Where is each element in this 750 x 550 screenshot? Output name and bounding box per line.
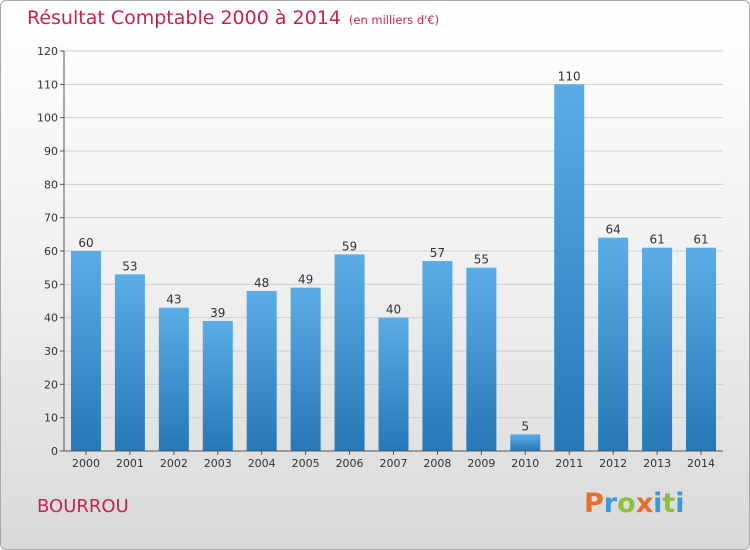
logo-letter: r bbox=[603, 488, 618, 519]
logo-letter: o bbox=[617, 488, 636, 519]
chart-unit: (en milliers d'€) bbox=[348, 13, 440, 27]
x-tick-label: 2011 bbox=[555, 457, 583, 470]
data-label: 49 bbox=[298, 273, 313, 287]
logo-letter: x bbox=[635, 488, 654, 519]
y-tick-label: 40 bbox=[44, 312, 58, 325]
axes: 0 10 20 30 40 50 60 70 80 90 100 110 120 bbox=[37, 45, 723, 458]
proxiti-logo: Proxiti bbox=[584, 488, 685, 519]
x-tick-label: 2014 bbox=[687, 457, 715, 470]
y-tick-label: 100 bbox=[37, 112, 58, 125]
bar bbox=[554, 84, 585, 451]
x-tick-label: 2005 bbox=[292, 457, 320, 470]
y-tick-label: 110 bbox=[37, 78, 58, 91]
data-label: 5 bbox=[521, 419, 529, 433]
data-label: 48 bbox=[254, 276, 269, 290]
x-tick-label: 2012 bbox=[599, 457, 627, 470]
data-label: 43 bbox=[166, 293, 181, 307]
labels: 60 2000 53 2001 43 2002 39 2003 48 2004 49 2005 59 20… bbox=[72, 69, 715, 470]
data-label: 57 bbox=[430, 246, 445, 260]
data-label: 60 bbox=[78, 236, 93, 250]
data-label: 110 bbox=[558, 69, 581, 83]
x-tick-label: 2008 bbox=[423, 457, 451, 470]
bar bbox=[202, 321, 233, 451]
chart-title-text: Résultat Comptable 2000 à 2014 bbox=[27, 7, 341, 29]
bar bbox=[466, 267, 497, 451]
data-label: 59 bbox=[342, 239, 357, 253]
data-label: 40 bbox=[386, 303, 401, 317]
commune-name: BOURROU bbox=[37, 496, 129, 517]
x-tick-label: 2002 bbox=[160, 457, 188, 470]
logo-letter: t bbox=[662, 488, 676, 519]
bar bbox=[642, 247, 673, 451]
bar bbox=[686, 247, 717, 451]
x-tick-label: 2009 bbox=[467, 457, 495, 470]
x-tick-label: 2006 bbox=[336, 457, 364, 470]
bar bbox=[290, 287, 321, 451]
data-label: 64 bbox=[606, 223, 621, 237]
data-label: 61 bbox=[649, 233, 664, 247]
bar bbox=[378, 317, 409, 451]
y-tick-label: 70 bbox=[44, 212, 58, 225]
y-tick-label: 10 bbox=[44, 412, 58, 425]
bar bbox=[246, 291, 277, 451]
chart-title: Résultat Comptable 2000 à 2014 (en millie… bbox=[27, 7, 439, 29]
y-tick-label: 120 bbox=[37, 45, 58, 58]
bar bbox=[334, 254, 365, 451]
y-tick-label: 0 bbox=[51, 445, 58, 458]
x-tick-label: 2003 bbox=[204, 457, 232, 470]
x-tick-label: 2001 bbox=[116, 457, 144, 470]
data-label: 39 bbox=[210, 306, 225, 320]
data-label: 61 bbox=[693, 233, 708, 247]
bars bbox=[70, 84, 717, 451]
x-tick-label: 2013 bbox=[643, 457, 671, 470]
logo-letter: i bbox=[653, 488, 663, 519]
data-label: 53 bbox=[122, 259, 137, 273]
bar bbox=[598, 237, 629, 451]
data-label: 55 bbox=[474, 253, 489, 267]
x-tick-label: 2000 bbox=[72, 457, 100, 470]
bar bbox=[158, 307, 189, 451]
y-tick-label: 50 bbox=[44, 278, 58, 291]
x-tick-label: 2007 bbox=[380, 457, 408, 470]
x-tick-label: 2004 bbox=[248, 457, 276, 470]
y-tick-label: 30 bbox=[44, 345, 58, 358]
y-tick-label: 60 bbox=[44, 245, 58, 258]
bar bbox=[422, 261, 453, 451]
logo-letter: P bbox=[584, 488, 604, 519]
y-tick-label: 90 bbox=[44, 145, 58, 158]
x-tick-label: 2010 bbox=[511, 457, 539, 470]
bar bbox=[114, 274, 145, 451]
bar bbox=[510, 434, 541, 451]
y-tick-label: 80 bbox=[44, 178, 58, 191]
bar bbox=[70, 251, 101, 451]
y-tick-label: 20 bbox=[44, 378, 58, 391]
logo-letter: i bbox=[675, 488, 685, 519]
